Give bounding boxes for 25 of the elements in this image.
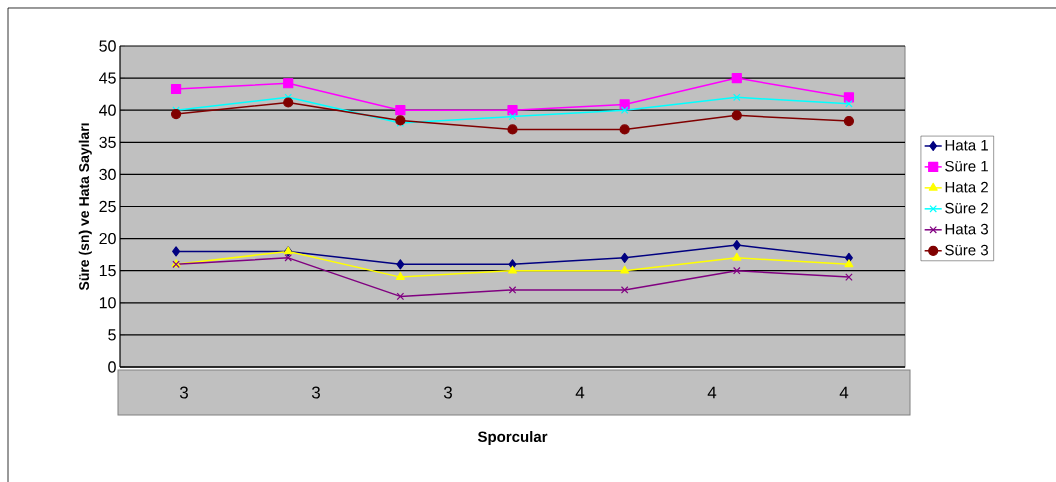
y-tick-label: 15: [99, 265, 116, 277]
y-tick-label: 0: [108, 361, 116, 373]
y-tick-label: 50: [99, 40, 116, 52]
legend-label: Hata 3: [945, 223, 988, 235]
text: 3: [311, 386, 320, 399]
legend-label: Hata 1: [945, 140, 988, 151]
text: 4: [707, 386, 717, 399]
y-tick-label: 10: [99, 297, 116, 309]
y-tick-label: 30: [99, 168, 116, 181]
y-axis-title: Süre (sn) ve Hata Sayıları: [78, 123, 92, 291]
legend-label: Hata 2: [945, 181, 988, 193]
y-tick-label: 20: [99, 232, 116, 245]
y-tick-label: 5: [108, 329, 116, 341]
legend-label: Süre 2: [945, 202, 988, 214]
text: 4: [575, 386, 585, 399]
y-tick-label: 40: [99, 104, 116, 116]
legend-label: Süre 3: [945, 244, 988, 256]
legend-label: Süre 1: [945, 160, 988, 172]
y-tick-label: 35: [99, 136, 116, 148]
text: 4: [839, 386, 849, 399]
y-tick-label: 45: [99, 72, 116, 84]
text: 3: [179, 386, 188, 399]
y-tick-label: 25: [99, 200, 116, 213]
text: 3: [443, 386, 452, 399]
x-axis-title: Sporcular: [477, 431, 548, 445]
